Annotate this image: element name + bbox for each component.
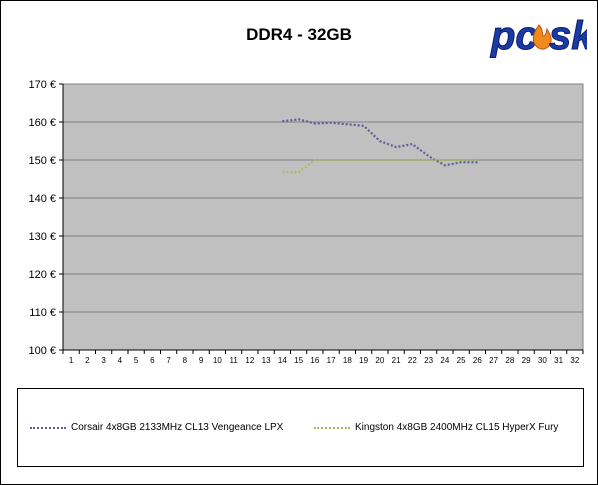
- x-tick-label: 20: [375, 356, 384, 365]
- x-tick-label: 26: [473, 356, 482, 365]
- svg-text:pc: pc: [490, 14, 538, 58]
- y-tick-label: 110 €: [29, 307, 56, 319]
- x-tick-label: 30: [538, 356, 547, 365]
- series-line-kingston: [282, 158, 478, 174]
- chart-title: DDR4 - 32GB: [246, 25, 352, 44]
- x-tick-label: 21: [392, 356, 401, 365]
- y-tick-label: 130 €: [28, 231, 56, 243]
- plot-area: [62, 83, 584, 351]
- legend-item-kingston: Kingston 4x8GB 2400MHz CL15 HyperX Fury: [314, 422, 558, 433]
- pcosk-logo: pc sk: [490, 14, 588, 59]
- x-tick-label: 25: [457, 356, 466, 365]
- y-tick-label: 160 €: [28, 117, 56, 129]
- legend-swatch-kingston: [314, 426, 350, 429]
- x-tick-label: 14: [278, 356, 287, 365]
- y-tick-label: 120 €: [28, 269, 56, 281]
- x-tick-label: 7: [166, 356, 171, 365]
- y-tick-label: 170 €: [28, 79, 56, 91]
- grid-lines: [63, 121, 583, 313]
- x-tick-label: 9: [199, 356, 204, 365]
- x-tick-label: 2: [85, 356, 90, 365]
- x-tick-label: 27: [489, 356, 498, 365]
- x-tick-label: 18: [343, 356, 352, 365]
- axes: 100 € 110 € 120 € 130 € 140 € 150 € 160 € 170 €…: [28, 79, 584, 365]
- x-tick-label: 10: [213, 356, 222, 365]
- legend-swatch-corsair: [30, 426, 66, 429]
- legend: Corsair 4x8GB 2133MHz CL13 Vengeance LPX…: [17, 388, 584, 467]
- x-tick-label: 24: [440, 356, 449, 365]
- x-tick-label: 23: [424, 356, 433, 365]
- series-line-corsair: [282, 118, 478, 167]
- x-tick-label: 13: [262, 356, 271, 365]
- legend-label-kingston: Kingston 4x8GB 2400MHz CL15 HyperX Fury: [355, 422, 559, 433]
- x-tick-label: 8: [183, 356, 188, 365]
- y-tick-label: 150 €: [28, 155, 56, 167]
- x-tick-label: 15: [294, 356, 303, 365]
- x-tick-label: 28: [505, 356, 514, 365]
- line-chart: 100 € 110 € 120 € 130 € 140 € 150 € 160 € 170 €…: [28, 79, 584, 365]
- legend-label-corsair: Corsair 4x8GB 2133MHz CL13 Vengeance LPX: [71, 422, 284, 433]
- x-tick-label: 11: [229, 356, 238, 365]
- y-tick-label: 140 €: [28, 193, 56, 205]
- legend-item-corsair: Corsair 4x8GB 2133MHz CL13 Vengeance LPX: [30, 422, 283, 433]
- x-tick-label: 32: [570, 356, 579, 365]
- x-tick-label: 17: [327, 356, 336, 365]
- x-tick-label: 3: [101, 356, 106, 365]
- x-tick-label: 1: [69, 356, 74, 365]
- x-tick-label: 4: [118, 356, 123, 365]
- x-tick-label: 31: [554, 356, 563, 365]
- svg-text:sk: sk: [549, 14, 587, 58]
- x-tick-label: 5: [134, 356, 139, 365]
- x-tick-label: 19: [359, 356, 368, 365]
- x-tick-label: 12: [245, 356, 254, 365]
- series-lines: [282, 118, 478, 174]
- x-tick-label: 16: [310, 356, 319, 365]
- y-tick-label: 100 €: [28, 345, 56, 357]
- x-tick-label: 29: [522, 356, 531, 365]
- x-tick-label: 22: [408, 356, 417, 365]
- x-tick-label: 6: [150, 356, 155, 365]
